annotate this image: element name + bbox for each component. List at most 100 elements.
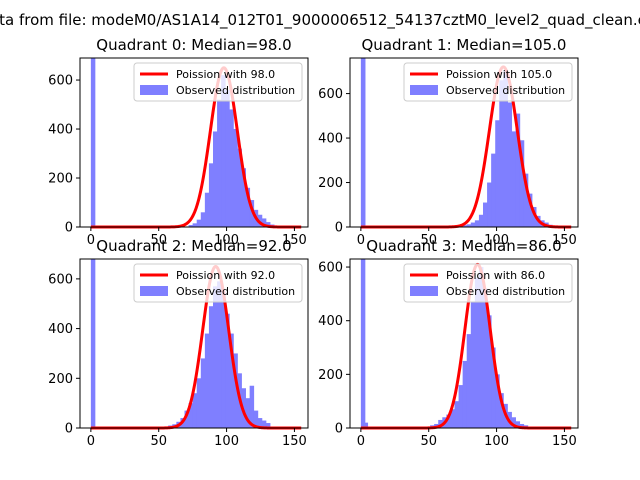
legend-label-observed: Observed distribution bbox=[176, 84, 295, 97]
y-tick-label: 600 bbox=[318, 261, 343, 276]
observed-bar-0-3 bbox=[196, 219, 202, 227]
observed-bar-0-11 bbox=[229, 109, 234, 227]
axes-frame-0 bbox=[79, 57, 309, 228]
observed-bar-3-8 bbox=[450, 409, 455, 428]
observed-bar-0-2 bbox=[192, 223, 198, 227]
observed-bar-1-6 bbox=[483, 202, 488, 227]
observed-bar-0-0 bbox=[90, 58, 96, 227]
observed-bar-1-17 bbox=[527, 193, 533, 227]
axes-frame-3 bbox=[349, 258, 579, 429]
observed-bar-0-4 bbox=[200, 212, 206, 227]
legend-box bbox=[133, 263, 303, 303]
observed-bar-1-8 bbox=[491, 153, 496, 227]
legend-box bbox=[403, 263, 573, 303]
y-tick-label: 600 bbox=[48, 272, 73, 287]
y-tick-label: 400 bbox=[318, 132, 343, 147]
subplot-1: 0 50 100 150 0 200 400 600 Quadrant 1: Median=10… bbox=[318, 36, 579, 248]
x-tick-label: 0 bbox=[87, 233, 95, 248]
observed-bar-2-8 bbox=[192, 393, 198, 428]
subplot-title: Quadrant 1: Median=105.0 bbox=[362, 36, 567, 54]
observed-bar-0-5 bbox=[204, 192, 210, 227]
y-tick-label: 0 bbox=[335, 422, 343, 437]
y-tick-label: 400 bbox=[48, 123, 73, 138]
x-tick-label: 150 bbox=[552, 233, 577, 248]
observed-bar-2-26 bbox=[265, 423, 271, 428]
y-tick-label: 600 bbox=[48, 74, 73, 89]
observed-bar-1-13 bbox=[511, 131, 517, 227]
observed-bar-1-5 bbox=[478, 214, 484, 227]
subplot-2: 0 50 100 150 0 200 400 600 Quadrant 2: Median=92… bbox=[48, 237, 309, 449]
x-tick-label: 50 bbox=[150, 434, 167, 449]
observed-bar-3-5 bbox=[438, 419, 443, 428]
legend-label-poisson: Poission with 105.0 bbox=[446, 68, 552, 81]
observed-bar-2-23 bbox=[253, 410, 259, 428]
x-tick-label: 150 bbox=[282, 233, 307, 248]
observed-bar-3-25 bbox=[519, 423, 525, 428]
observed-bar-3-1 bbox=[363, 422, 369, 428]
legend-bar-swatch bbox=[410, 286, 438, 296]
observed-bar-3-16 bbox=[483, 288, 488, 428]
observed-bar-2-17 bbox=[229, 333, 234, 428]
observed-bar-1-11 bbox=[503, 71, 508, 227]
observed-bar-0-7 bbox=[213, 131, 218, 227]
observed-bar-1-0 bbox=[360, 58, 366, 227]
observed-bar-3-17 bbox=[487, 315, 492, 428]
legend-label-poisson: Poission with 92.0 bbox=[176, 269, 275, 282]
observed-bar-2-9 bbox=[196, 378, 202, 428]
observed-bar-1-7 bbox=[487, 182, 492, 227]
y-tick-label: 200 bbox=[318, 368, 343, 383]
observed-bar-0-1 bbox=[188, 225, 194, 227]
legend-0: Poission with 98.0 Observed distribution bbox=[133, 62, 303, 102]
observed-bar-2-13 bbox=[213, 286, 218, 428]
x-tick-label: 100 bbox=[214, 434, 239, 449]
legend-bar-swatch bbox=[140, 85, 168, 95]
x-tick-label: 50 bbox=[420, 233, 437, 248]
observed-bar-1-18 bbox=[531, 206, 537, 227]
observed-bar-1-4 bbox=[474, 220, 480, 227]
observed-bar-1-2 bbox=[466, 224, 472, 227]
x-tick-label: 150 bbox=[282, 434, 307, 449]
legend-label-observed: Observed distribution bbox=[176, 285, 295, 298]
x-tick-label: 0 bbox=[357, 233, 365, 248]
y-tick-label: 200 bbox=[318, 176, 343, 191]
observed-bar-1-12 bbox=[507, 102, 513, 227]
y-tick-label: 0 bbox=[335, 221, 343, 236]
y-tick-label: 200 bbox=[48, 172, 73, 187]
x-tick-label: 150 bbox=[552, 434, 577, 449]
observed-bar-1-15 bbox=[519, 140, 525, 227]
observed-bar-3-15 bbox=[478, 267, 484, 428]
observed-bar-2-10 bbox=[200, 358, 206, 428]
observed-bar-3-13 bbox=[470, 301, 476, 428]
observed-bar-0-20 bbox=[265, 222, 271, 227]
observed-bar-0-15 bbox=[245, 187, 251, 227]
observed-bar-2-7 bbox=[188, 403, 194, 428]
subplot-0: 0 50 100 150 0 200 400 600 Quadrant 0: Median=98… bbox=[48, 36, 309, 248]
observed-bar-2-21 bbox=[245, 398, 251, 428]
observed-bar-1-9 bbox=[495, 120, 500, 227]
observed-bar-2-15 bbox=[221, 291, 226, 428]
legend-bar-swatch bbox=[410, 85, 438, 95]
observed-bar-1-3 bbox=[470, 222, 476, 227]
observed-bar-0-6 bbox=[208, 163, 214, 227]
x-tick-label: 0 bbox=[87, 434, 95, 449]
observed-bar-2-18 bbox=[233, 353, 238, 428]
observed-bar-2-14 bbox=[217, 281, 222, 428]
axes-frame-2 bbox=[79, 258, 309, 429]
y-tick-label: 400 bbox=[318, 314, 343, 329]
observed-bar-2-12 bbox=[208, 306, 214, 428]
observed-bar-3-20 bbox=[499, 393, 504, 428]
legend-label-poisson: Poission with 98.0 bbox=[176, 68, 275, 81]
subplot-title: Quadrant 2: Median=92.0 bbox=[96, 237, 291, 255]
legend-label-poisson: Poission with 86.0 bbox=[446, 269, 545, 282]
x-tick-label: 50 bbox=[150, 233, 167, 248]
legend-3: Poission with 86.0 Observed distribution bbox=[403, 263, 573, 303]
x-tick-label: 0 bbox=[357, 434, 365, 449]
observed-bar-3-19 bbox=[495, 374, 500, 428]
observed-bar-3-7 bbox=[446, 414, 451, 428]
y-tick-label: 0 bbox=[65, 221, 73, 236]
legend-2: Poission with 92.0 Observed distribution bbox=[133, 263, 303, 303]
observed-bar-3-18 bbox=[491, 347, 496, 428]
axes-frame-1 bbox=[349, 57, 579, 228]
observed-bar-0-8 bbox=[217, 99, 222, 227]
x-tick-label: 100 bbox=[214, 233, 239, 248]
